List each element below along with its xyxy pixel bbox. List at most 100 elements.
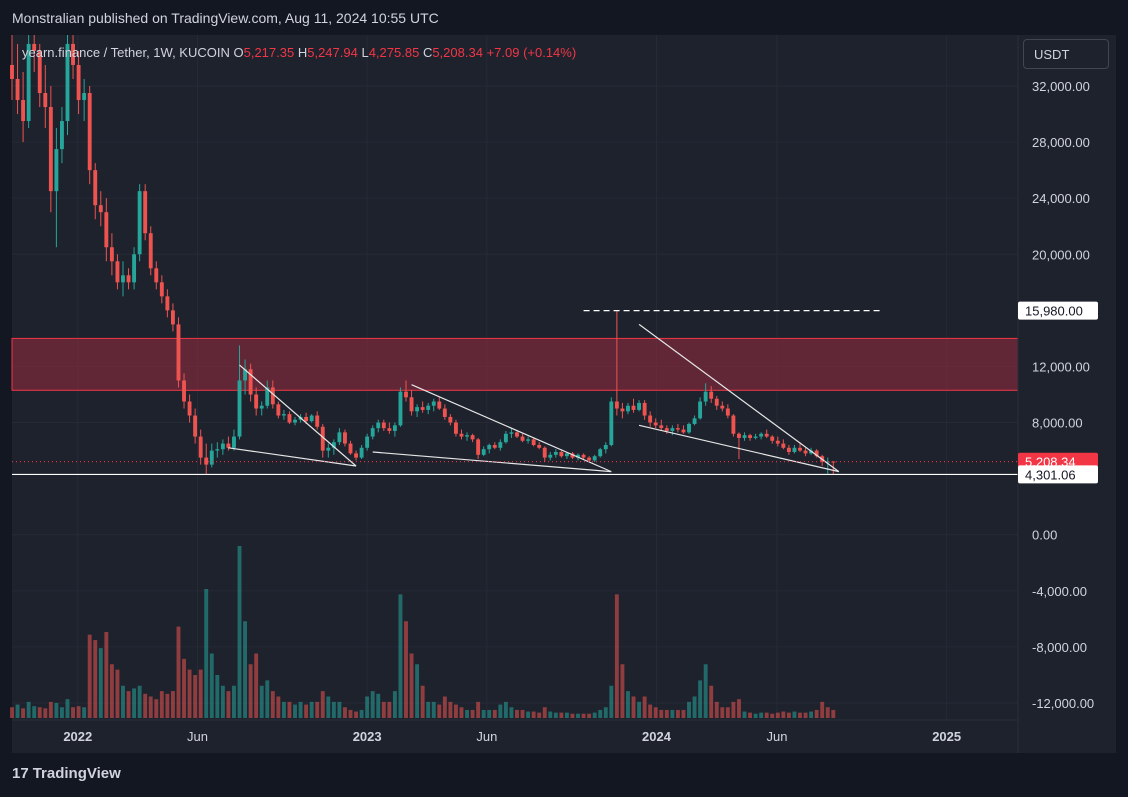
volume-bar [121,685,125,718]
candle-body [392,425,397,431]
volume-bar [87,634,92,718]
symbol-name[interactable]: yearn.finance / Tether, 1W, KUCOIN [22,45,230,60]
volume-bar [614,594,619,718]
volume-bar [648,704,653,718]
candle-body [814,450,819,457]
candle-body [675,428,680,430]
x-tick-label: 2024 [642,729,672,744]
candle-body [786,447,791,452]
volume-bar [559,712,564,718]
candle-body [642,402,647,416]
candle-body [809,450,814,454]
candle-body [620,408,625,412]
volume-bar [509,707,514,718]
y-tick-label: 20,000.00 [1032,247,1090,262]
x-tick-label: Jun [476,729,497,744]
volume-bar [426,701,431,718]
volume-bar [420,685,425,718]
volume-bar [442,696,447,718]
candle-body [404,391,408,398]
candle-body [526,439,531,441]
volume-bar [281,701,286,718]
candle-body [714,398,719,406]
volume-bar [193,675,198,718]
candle-body [304,416,309,422]
volume-bar [542,707,547,718]
candle-body [592,456,597,461]
volume-bar [631,696,636,718]
candle-body [82,93,87,101]
candle-body [143,191,148,234]
candle-body [237,380,242,437]
candle-body [265,387,270,406]
candle-body [209,450,214,465]
candle-body [270,387,275,405]
candle-body [759,433,764,437]
volume-bar [720,707,725,718]
open-value: 5,217.35 [243,45,295,60]
candle-body [431,401,436,406]
volume-bar [709,685,714,718]
candle-body [115,261,120,283]
volume-bar [43,708,48,718]
volume-bar [37,707,42,718]
volume-bar [82,707,87,718]
candle-body [365,436,370,448]
y-tick-label: -12,000.00 [1032,696,1094,711]
zone-rect [11,337,1019,391]
y-tick-label: 28,000.00 [1032,135,1090,150]
volume-bar [404,621,408,718]
volume-bar [270,691,275,718]
volume-bar [786,712,791,718]
candle-body [764,433,769,437]
candle-body [243,369,248,381]
resistance-zone[interactable] [11,337,1019,391]
volume-bar [243,621,248,718]
candle-body [559,451,564,457]
volume-bar [60,707,64,718]
volume-bar [564,712,569,718]
volume-bar [248,664,253,718]
price-label: 15,980.00 [1025,304,1083,319]
volume-bar [642,696,647,718]
volume-bar [165,693,170,718]
volume-bar [692,696,697,718]
volume-bar [748,712,752,718]
volume-bar [359,709,364,718]
volume-bar [387,701,392,718]
price-chart[interactable]: 32,000.00 28,000.00 24,000.00 20,000.00 12,0… [0,0,1128,760]
candle-body [54,149,59,192]
volume-bar [548,711,553,718]
candle-body [387,428,392,431]
candle-body [731,415,736,434]
volume-bar [115,669,120,718]
candle-body [248,369,253,395]
candle-body [98,205,103,213]
volume-bar [298,701,303,718]
candle-body [492,444,497,448]
volume-bar [104,632,109,718]
volume-bar [687,701,691,718]
volume-bar [637,701,642,718]
volume-bar [354,711,358,718]
candle-body [459,433,464,437]
volume-bar [204,589,209,718]
candle-body [126,275,131,283]
volume-bar [487,709,492,718]
volume-bar [481,709,486,718]
chart-pane[interactable] [12,35,1116,753]
volume-bar [620,664,625,718]
candle-body [609,401,614,445]
volume-bar [820,701,825,718]
volume-bar [798,712,802,718]
wedge-1-lower [228,447,357,467]
candle-body [542,447,547,458]
volume-bar [154,699,159,718]
candle-body [598,449,603,457]
drawings[interactable] [12,310,1018,476]
tradingview-logo[interactable]: 17 TradingView [12,765,121,782]
currency-button[interactable]: USDT [1023,39,1109,69]
high-label: H [297,45,308,60]
volume-bar [237,546,242,718]
candle-body [10,64,14,79]
